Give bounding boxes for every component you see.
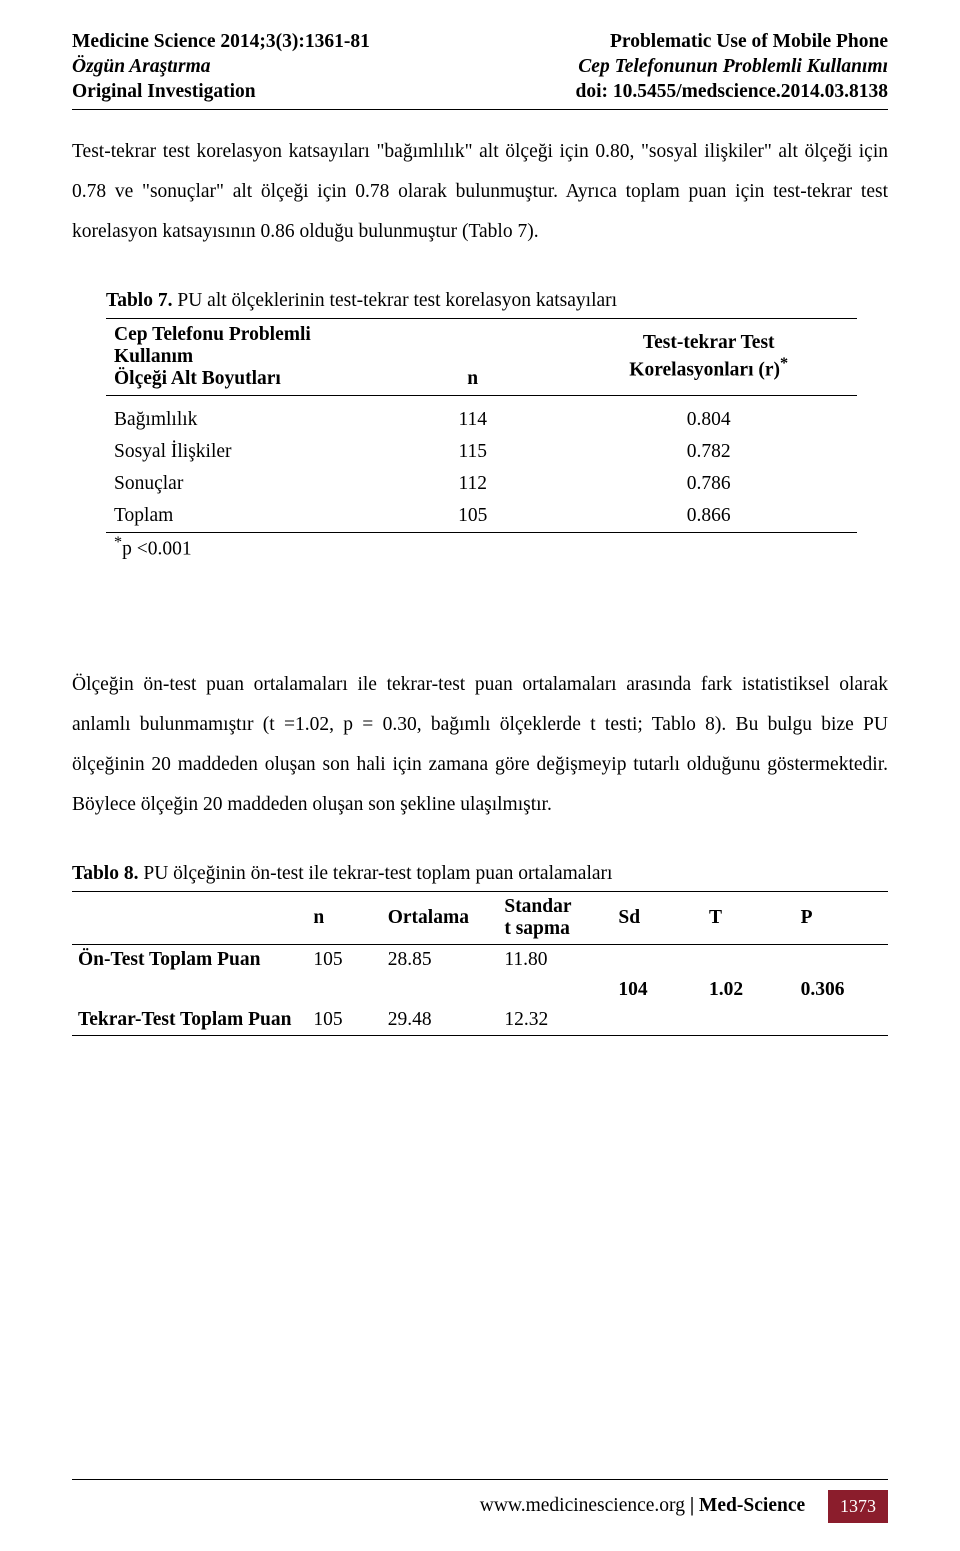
table7-caption-text: PU alt ölçeklerinin test-tekrar test kor… xyxy=(172,290,617,311)
table8-head-n: n xyxy=(307,891,381,944)
journal-issue: Medicine Science 2014;3(3):1361-81 xyxy=(72,30,370,55)
short-title-tr: Cep Telefonunun Problemli Kullanımı xyxy=(575,55,888,80)
article-type-en: Original Investigation xyxy=(72,80,370,105)
table8-caption-text: PU ölçeğinin ön-test ile tekrar-test top… xyxy=(138,863,612,884)
table8-head-p: P xyxy=(795,891,888,944)
table8-head-ss: Standar t sapma xyxy=(498,891,612,944)
table8-head-blank xyxy=(72,891,307,944)
table7-row: Sosyal İlişkiler 115 0.782 xyxy=(106,436,857,468)
footer-brand: | Med-Science xyxy=(685,1495,805,1516)
table7-row: Toplam 105 0.866 xyxy=(106,500,857,533)
table7: Cep Telefonu Problemli Kullanım Ölçeği A… xyxy=(106,318,857,566)
table8-caption-label: Tablo 8. xyxy=(72,863,138,884)
running-head-left: Medicine Science 2014;3(3):1361-81 Özgün… xyxy=(72,30,370,105)
table7-head-r: Test-tekrar Test Korelasyonları (r)* xyxy=(561,318,857,395)
table7-footnote: *p <0.001 xyxy=(106,532,857,565)
page-number: 1373 xyxy=(828,1490,888,1523)
table8-row-retest: Tekrar-Test Toplam Puan 105 29.48 12.32 xyxy=(72,1005,888,1036)
page-footer: www.medicinescience.org | Med-Science 13… xyxy=(72,1479,888,1523)
footer-url: www.medicinescience.org xyxy=(480,1495,685,1516)
running-head: Medicine Science 2014;3(3):1361-81 Özgün… xyxy=(72,30,888,110)
table8-head-sd: Sd xyxy=(612,891,703,944)
table7-head-subscale: Cep Telefonu Problemli Kullanım Ölçeği A… xyxy=(106,318,385,395)
table7-caption-label: Tablo 7. xyxy=(106,290,172,311)
paragraph-1: Test-tekrar test korelasyon katsayıları … xyxy=(72,132,888,252)
table7-head-n: n xyxy=(385,318,561,395)
article-type-tr: Özgün Araştırma xyxy=(72,55,370,80)
doi: doi: 10.5455/medscience.2014.03.8138 xyxy=(575,80,888,105)
table7-row: Bağımlılık 114 0.804 xyxy=(106,404,857,436)
table7-caption: Tablo 7. PU alt ölçeklerinin test-tekrar… xyxy=(106,290,888,312)
table8-caption: Tablo 8. PU ölçeğinin ön-test ile tekrar… xyxy=(72,863,888,885)
short-title-en: Problematic Use of Mobile Phone xyxy=(575,30,888,55)
table7-row: Sonuçlar 112 0.786 xyxy=(106,468,857,500)
table8-row-pretest: Ön-Test Toplam Puan 105 28.85 11.80 xyxy=(72,944,888,975)
table8-head-ort: Ortalama xyxy=(382,891,499,944)
table8-row-stats: 104 1.02 0.306 xyxy=(72,975,888,1005)
table8: n Ortalama Standar t sapma Sd T P Ön-Tes… xyxy=(72,891,888,1036)
table7-footnote-row: *p <0.001 xyxy=(106,532,857,565)
running-head-right: Problematic Use of Mobile Phone Cep Tele… xyxy=(575,30,888,105)
table8-head-t: T xyxy=(703,891,795,944)
paragraph-2: Ölçeğin ön-test puan ortalamaları ile te… xyxy=(72,665,888,825)
